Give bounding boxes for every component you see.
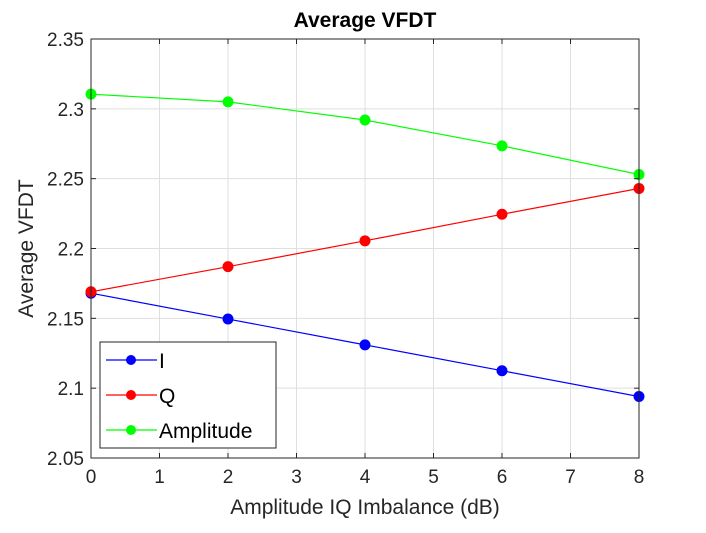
data-point-amplitude xyxy=(496,140,508,152)
y-axis-label: Average VFDT xyxy=(15,179,38,318)
legend-marker xyxy=(126,390,136,400)
y-tick-label: 2.3 xyxy=(58,100,84,121)
data-point-i xyxy=(359,339,371,351)
x-tick-label: 2 xyxy=(223,467,234,488)
series-q xyxy=(85,182,645,298)
data-point-i xyxy=(222,313,234,325)
y-tick-label: 2.2 xyxy=(58,240,84,261)
x-tick-label: 4 xyxy=(360,467,371,488)
y-tick-label: 2.35 xyxy=(47,30,84,51)
x-tick-label: 3 xyxy=(291,467,302,488)
axis-ticks: 0 1 2 3 4 5 6 7 8 2.05 2.1 2.15 2.2 2.25 2.3 2.35 xyxy=(47,30,644,488)
data-point-q xyxy=(222,261,234,273)
x-tick-label: 6 xyxy=(497,467,508,488)
legend-label: Q xyxy=(159,385,175,408)
chart-title: Average VFDT xyxy=(294,9,437,32)
data-point-amplitude xyxy=(359,114,371,126)
x-tick-label: 8 xyxy=(634,467,645,488)
legend-item-q: Q xyxy=(106,385,175,408)
x-tick-label: 5 xyxy=(428,467,439,488)
y-tick-label: 2.1 xyxy=(58,379,84,400)
data-point-q xyxy=(496,208,508,220)
y-tick-label: 2.25 xyxy=(47,170,84,191)
data-point-q xyxy=(359,235,371,247)
y-tick-label: 2.15 xyxy=(47,309,84,330)
data-point-i xyxy=(496,365,508,377)
legend-item-amplitude: Amplitude xyxy=(106,420,252,443)
x-tick-label: 1 xyxy=(154,467,165,488)
x-tick-label: 7 xyxy=(565,467,576,488)
data-point-amplitude xyxy=(222,96,234,108)
legend-marker xyxy=(126,425,136,435)
legend-label: I xyxy=(159,350,165,373)
y-tick-label: 2.05 xyxy=(47,449,84,470)
legend-label: Amplitude xyxy=(159,420,252,443)
x-tick-label: 0 xyxy=(86,467,97,488)
legend-marker xyxy=(126,355,136,365)
series-amplitude xyxy=(85,88,645,180)
legend: IQ Amplitude xyxy=(99,341,277,449)
x-axis-label: Amplitude IQ Imbalance (dB) xyxy=(230,496,500,519)
legend-item-i: I xyxy=(106,350,165,373)
